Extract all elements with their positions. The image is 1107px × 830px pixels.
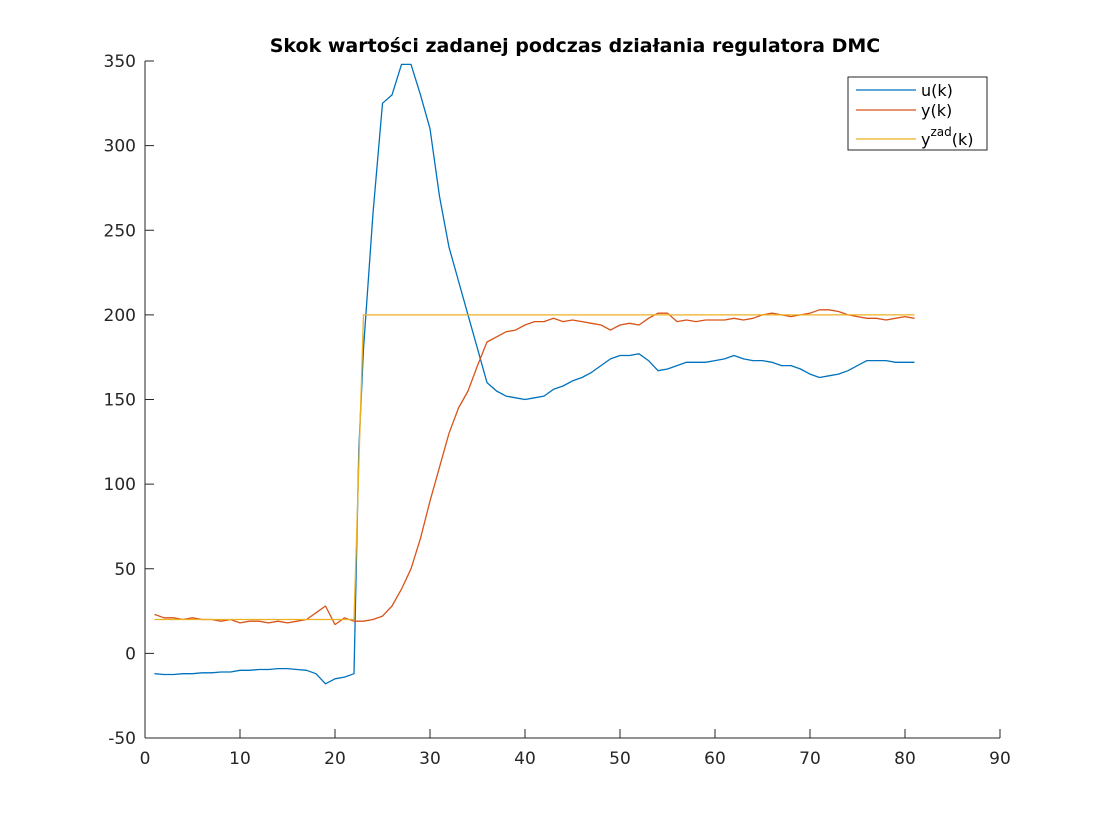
x-tick-label: 20 [324,749,346,769]
x-tick-label: 80 [894,749,916,769]
series-line-2 [154,314,915,621]
x-tick-label: 30 [419,749,441,769]
legend-label-2: yzad(k) [921,125,974,149]
y-axis: -50 0 50 100 150 200 250 300 350 [104,52,154,749]
plot-area [154,63,915,685]
y-tick-label: 200 [104,306,136,326]
series-line-0 [154,63,915,685]
y-tick-label: -50 [108,729,136,749]
x-tick-label: 10 [229,749,251,769]
y-tick-label: 100 [104,475,136,495]
legend-box [847,76,988,151]
series-line-1 [154,309,915,626]
x-tick-label: 40 [514,749,536,769]
x-tick-label: 50 [609,749,631,769]
legend-label-0: u(k) [921,81,953,100]
x-tick-label: 90 [989,749,1011,769]
y-tick-label: 150 [104,391,136,411]
x-tick-label: 0 [140,749,151,769]
y-tick-label: 350 [104,52,136,72]
legend: u(k)y(k) yzad(k) [847,76,988,151]
y-tick-label: 250 [104,221,136,241]
x-axis: 0 10 20 30 40 50 60 70 80 90 [140,729,1011,769]
y-tick-label: 300 [104,137,136,157]
x-tick-label: 60 [704,749,726,769]
legend-label-1: y(k) [921,101,952,120]
chart-title: Skok wartości zadanej podczas działania … [270,35,880,57]
x-tick-label: 70 [799,749,821,769]
y-tick-label: 0 [125,644,136,664]
y-tick-label: 50 [114,560,136,580]
